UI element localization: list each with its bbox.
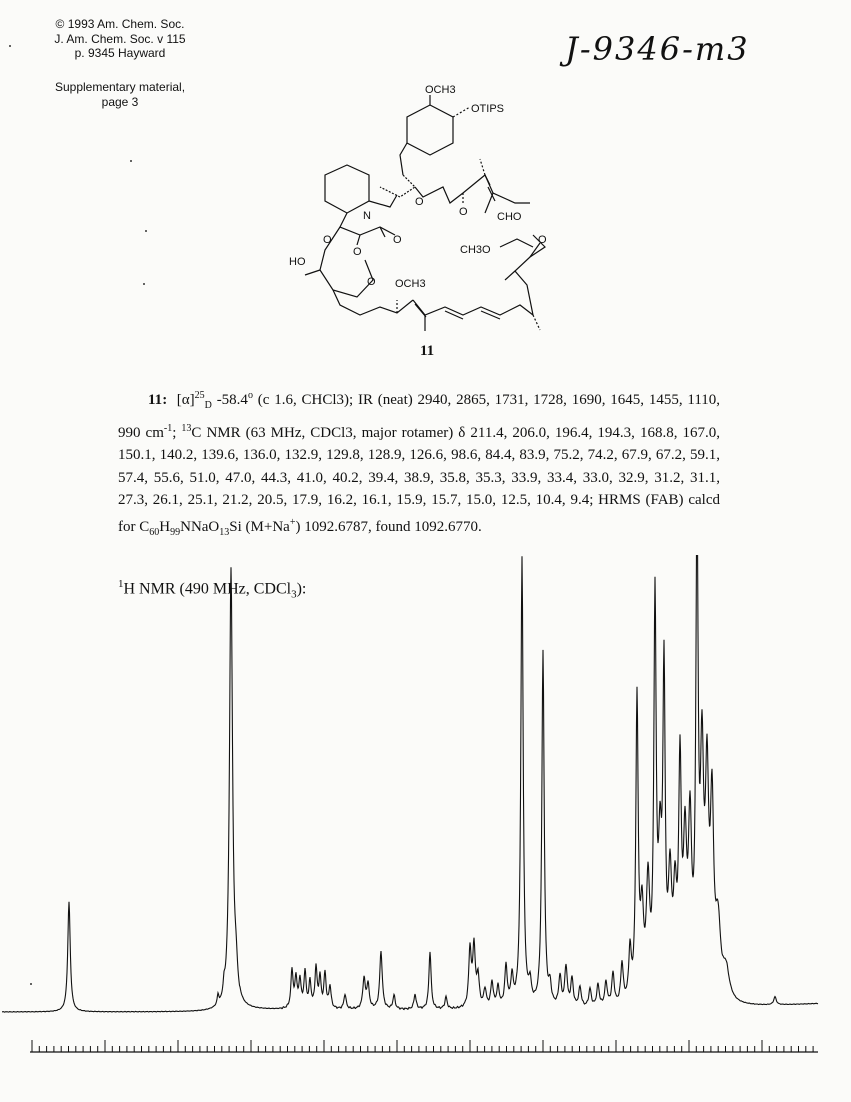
structure-label: HO (289, 256, 306, 268)
scale-ticks (31, 1040, 814, 1052)
structure-label: O (353, 246, 362, 258)
structure-label: OTIPS (471, 103, 504, 115)
structure-label: CHO (497, 211, 522, 223)
structure-label: O (538, 234, 547, 246)
citation-block: © 1993 Am. Chem. Soc. J. Am. Chem. Soc. … (30, 17, 210, 61)
structure-label: N (363, 210, 371, 222)
characterization-paragraph: 11: [α]25D -58.4o (c 1.6, CHCl3); IR (ne… (118, 390, 721, 538)
supplementary-line: page 3 (101, 94, 139, 109)
supplementary-line: Supplementary material, (54, 80, 186, 94)
structure-label: OCH3 (395, 278, 426, 290)
c13-nmr-data: C NMR (63 MHz, CDCl3, major rotamer) δ 2… (118, 424, 720, 535)
structure-label: CH3O (460, 244, 491, 256)
structure-label: O (367, 276, 376, 288)
citation-line: p. 9345 Hayward (74, 46, 166, 60)
structure-label: O (415, 196, 424, 208)
structure-label: O (393, 234, 402, 246)
chemical-structure: OCH3 OTIPS CHO O O O O O N HO O OCH3 CH3… (289, 84, 547, 331)
compound-ref: 11 (148, 392, 163, 408)
rotation: [α] (176, 392, 195, 408)
nmr-spectrum (2, 555, 819, 1053)
spectrum-trace (2, 555, 819, 1013)
compound-number: 11 (420, 343, 435, 359)
structure-label: O (323, 234, 332, 246)
structure-label: OCH3 (425, 84, 456, 96)
supplementary-label: Supplementary material, page 3 (40, 80, 200, 109)
handwritten-note: J-9346-m3 (565, 30, 750, 68)
nmr-label: 1H NMR (490 MHz, CDCl3): (118, 578, 307, 601)
structure-label: O (459, 206, 468, 218)
citation-line: © 1993 Am. Chem. Soc. (55, 17, 185, 31)
citation-line: J. Am. Chem. Soc. v 115 (54, 31, 186, 46)
